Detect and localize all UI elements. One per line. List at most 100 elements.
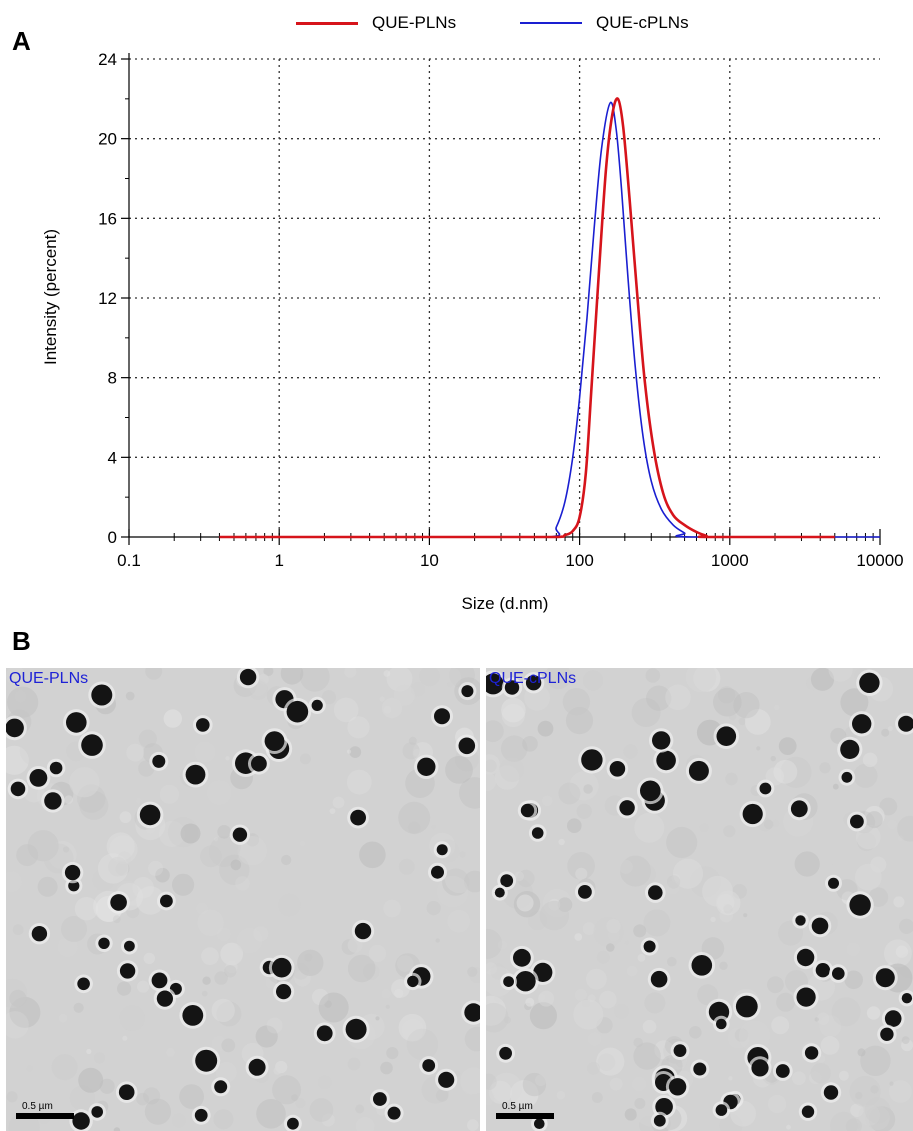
nanoparticle	[503, 976, 514, 987]
tem-texture	[297, 949, 324, 976]
tem-texture	[375, 1016, 380, 1021]
tem-texture	[774, 704, 780, 711]
tem-texture	[292, 963, 309, 980]
tem-texture	[79, 790, 109, 820]
x-axis-label: Size (d.nm)	[462, 594, 549, 613]
tem-texture	[587, 1062, 600, 1075]
tem-texture	[486, 771, 497, 792]
tem-texture	[539, 900, 569, 931]
tem-texture	[574, 933, 583, 941]
nanoparticle	[151, 972, 168, 989]
tem-texture	[7, 686, 39, 718]
nanoparticle	[499, 1046, 512, 1060]
tem-texture	[136, 798, 142, 804]
tem-texture	[883, 939, 912, 968]
tem-texture	[461, 1074, 480, 1095]
tem-texture	[618, 859, 633, 874]
tem-texture	[773, 759, 798, 784]
tem-texture	[129, 1120, 147, 1131]
tem-texture	[318, 992, 349, 1023]
size-distribution-chart: 0.1 1 10 100 1000 10000 0 4 8 12 16 20 24 Size (d.nm…	[41, 50, 904, 613]
tem-texture	[201, 990, 208, 997]
nanoparticle	[458, 737, 476, 755]
tem-texture	[494, 765, 520, 790]
tem-texture	[295, 947, 303, 955]
tem-texture	[831, 997, 861, 1027]
tem-texture	[469, 967, 480, 984]
tem-image-que-cplns: QUE-cPLNs 0.5 µm	[486, 668, 913, 1131]
nanoparticle	[790, 800, 808, 818]
tem-texture	[614, 1003, 629, 1019]
tem-texture	[756, 746, 761, 751]
nanoparticle	[751, 1059, 769, 1077]
nanoparticle	[534, 1118, 545, 1129]
tem-texture	[870, 1085, 879, 1094]
tem-texture	[272, 1075, 302, 1105]
nanoparticle	[849, 894, 871, 916]
tem-texture	[159, 784, 179, 804]
tem-texture	[857, 832, 876, 852]
tem-texture	[685, 668, 717, 693]
tem-texture	[820, 862, 835, 877]
tem-texture	[132, 876, 154, 899]
nanoparticle	[832, 967, 845, 980]
tem-texture	[137, 980, 150, 993]
tem-texture	[64, 795, 74, 804]
tem-texture	[6, 668, 26, 686]
tem-texture	[393, 1128, 398, 1131]
tem-texture	[394, 988, 404, 999]
tem-texture	[346, 749, 352, 754]
nanoparticle	[407, 975, 419, 988]
tem-texture	[291, 1094, 298, 1101]
nanoparticle	[464, 1003, 480, 1022]
tem-texture	[92, 868, 115, 891]
y-tick-label: 16	[98, 209, 117, 228]
tem-texture	[385, 1004, 390, 1009]
tem-texture	[163, 709, 182, 728]
tem-texture	[51, 1054, 78, 1081]
series	[219, 97, 880, 539]
tem-texture	[819, 762, 831, 774]
tem-texture	[464, 870, 480, 893]
tem-texture	[408, 736, 417, 745]
nanoparticle	[214, 1080, 228, 1094]
nanoparticle	[656, 750, 676, 771]
nanoparticle	[251, 755, 267, 772]
tem-texture	[591, 1092, 603, 1103]
nanoparticle	[182, 1005, 204, 1026]
tem-texture	[90, 960, 102, 972]
tem-texture	[329, 808, 336, 814]
tem-texture	[889, 1081, 894, 1086]
tem-texture	[901, 1036, 910, 1044]
tem-texture	[620, 855, 651, 887]
tem-texture	[865, 811, 883, 829]
nanoparticle	[77, 977, 90, 991]
tem-texture	[897, 815, 913, 842]
nanoparticle	[66, 712, 87, 733]
nanoparticle	[118, 1084, 135, 1100]
tem-texture	[63, 846, 70, 853]
nanoparticle	[801, 1105, 815, 1118]
nanoparticle	[653, 1114, 666, 1127]
tem-texture	[864, 1097, 891, 1124]
tem-texture	[819, 1015, 842, 1038]
x-tick-label: 10000	[856, 551, 903, 570]
panel-letter-b: B	[12, 626, 31, 656]
tem-texture	[500, 735, 528, 762]
nanoparticle	[852, 714, 872, 734]
tem-texture	[624, 1108, 637, 1121]
tem-texture	[277, 893, 302, 917]
tem-texture	[645, 668, 661, 683]
tem-texture	[280, 668, 304, 685]
tem-texture	[567, 852, 595, 880]
nanoparticle	[898, 715, 913, 732]
axes	[128, 53, 880, 538]
nanoparticle	[49, 761, 63, 775]
tem-texture	[862, 752, 878, 768]
tem-texture	[6, 745, 29, 775]
tem-texture	[406, 1028, 439, 1061]
tem-texture	[587, 1032, 602, 1047]
nanoparticle	[91, 684, 113, 706]
tem-texture	[14, 690, 27, 703]
tem-texture	[108, 856, 128, 877]
